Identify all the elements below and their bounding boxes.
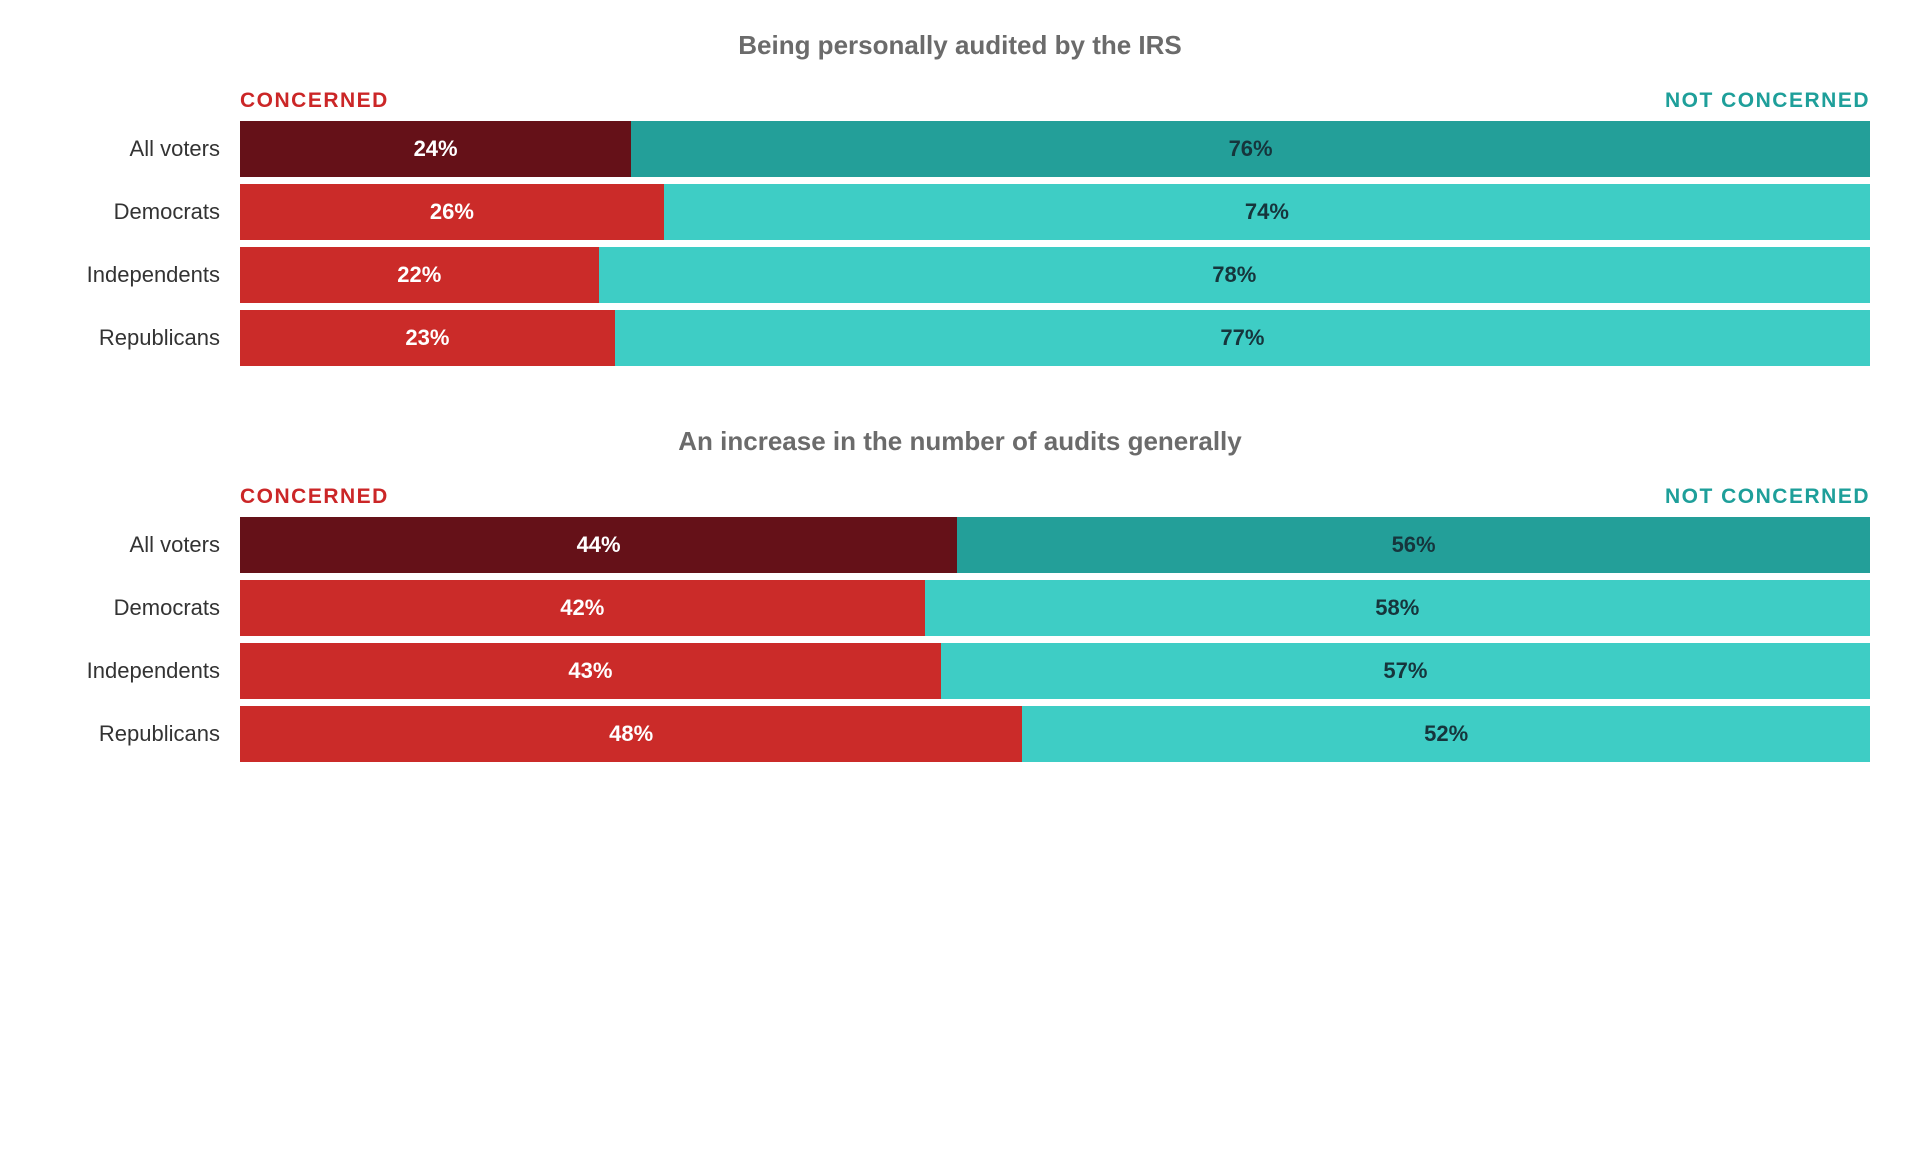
legend-row: CONCERNED NOT CONCERNED	[50, 485, 1870, 509]
row-label: Independents	[50, 262, 240, 288]
row-label: Republicans	[50, 325, 240, 351]
bar-track: 23%77%	[240, 310, 1870, 366]
bar-segment-not-concerned: 52%	[1022, 706, 1870, 762]
bar-row: Republicans23%77%	[50, 310, 1870, 366]
legend-concerned: CONCERNED	[240, 89, 389, 113]
bar-segment-not-concerned: 76%	[631, 121, 1870, 177]
bar-track: 48%52%	[240, 706, 1870, 762]
row-label: All voters	[50, 136, 240, 162]
bar-segment-concerned: 44%	[240, 517, 957, 573]
chart-title: An increase in the number of audits gene…	[50, 426, 1870, 457]
bar-row: Democrats42%58%	[50, 580, 1870, 636]
bar-row: Independents22%78%	[50, 247, 1870, 303]
row-label: Democrats	[50, 595, 240, 621]
bar-row: Republicans48%52%	[50, 706, 1870, 762]
row-label: All voters	[50, 532, 240, 558]
chart-title: Being personally audited by the IRS	[50, 30, 1870, 61]
bar-row: Independents43%57%	[50, 643, 1870, 699]
legend-concerned: CONCERNED	[240, 485, 389, 509]
bar-segment-not-concerned: 78%	[599, 247, 1870, 303]
bar-segment-concerned: 42%	[240, 580, 925, 636]
bar-segment-not-concerned: 77%	[615, 310, 1870, 366]
legend-row: CONCERNED NOT CONCERNED	[50, 89, 1870, 113]
chart-section: An increase in the number of audits gene…	[50, 426, 1870, 762]
legend-not-concerned: NOT CONCERNED	[1665, 485, 1870, 509]
bar-segment-concerned: 43%	[240, 643, 941, 699]
bar-track: 24%76%	[240, 121, 1870, 177]
row-label: Democrats	[50, 199, 240, 225]
bar-track: 43%57%	[240, 643, 1870, 699]
bar-row: All voters24%76%	[50, 121, 1870, 177]
bar-segment-concerned: 48%	[240, 706, 1022, 762]
bar-segment-not-concerned: 56%	[957, 517, 1870, 573]
bar-segment-not-concerned: 58%	[925, 580, 1870, 636]
bar-track: 42%58%	[240, 580, 1870, 636]
bar-track: 44%56%	[240, 517, 1870, 573]
bar-track: 22%78%	[240, 247, 1870, 303]
row-label: Independents	[50, 658, 240, 684]
legend-not-concerned: NOT CONCERNED	[1665, 89, 1870, 113]
bar-segment-concerned: 24%	[240, 121, 631, 177]
bar-row: Democrats26%74%	[50, 184, 1870, 240]
row-label: Republicans	[50, 721, 240, 747]
bar-segment-concerned: 22%	[240, 247, 599, 303]
bar-row: All voters44%56%	[50, 517, 1870, 573]
bar-segment-concerned: 26%	[240, 184, 664, 240]
chart-container: Being personally audited by the IRS CONCE…	[50, 30, 1870, 762]
bar-segment-concerned: 23%	[240, 310, 615, 366]
bar-segment-not-concerned: 57%	[941, 643, 1870, 699]
bar-segment-not-concerned: 74%	[664, 184, 1870, 240]
bar-track: 26%74%	[240, 184, 1870, 240]
chart-section: Being personally audited by the IRS CONCE…	[50, 30, 1870, 366]
